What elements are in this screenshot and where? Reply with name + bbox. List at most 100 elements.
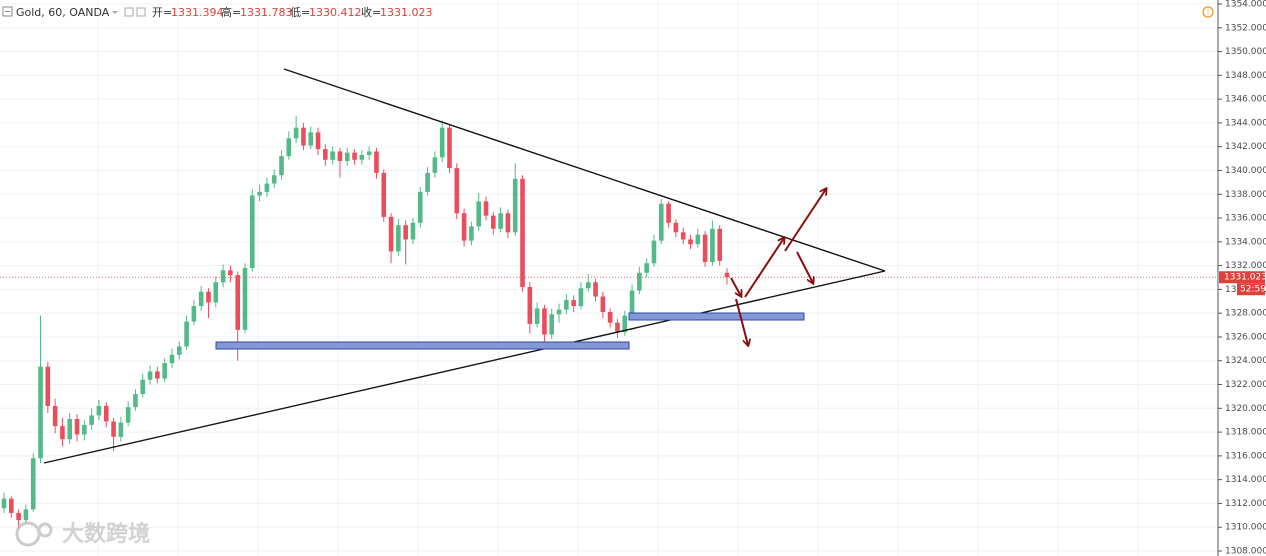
candle-body: [680, 232, 686, 240]
candle-body: [323, 149, 328, 160]
settings-icon[interactable]: [124, 7, 134, 17]
candle-body: [381, 172, 387, 217]
candle-body: [359, 155, 365, 160]
candle-body: [366, 151, 372, 156]
candle-body: [491, 215, 496, 229]
candle-body: [344, 152, 350, 161]
ohlc-label: 开=: [152, 6, 172, 19]
candle-body: [250, 195, 255, 268]
candle-body: [666, 203, 671, 223]
y-tick-label: 1312.000: [1225, 499, 1266, 509]
candle-body: [293, 127, 299, 139]
price-axis: 1308.000 1310.000 1312.000 1314.000 1316.000…: [1217, 0, 1266, 556]
y-tick-label: 1322.000: [1225, 380, 1266, 390]
candle-body: [717, 228, 722, 261]
y-tick-label: 1346.000: [1225, 95, 1266, 105]
symbol: Gold, 60, OANDA: [16, 6, 110, 19]
candle-body: [615, 322, 620, 333]
grid: [0, 0, 1218, 556]
arrow: [784, 189, 826, 252]
candle-body: [111, 421, 116, 437]
candle-body: [184, 321, 189, 347]
candle-body: [483, 201, 489, 216]
candle-body: [198, 291, 204, 307]
y-tick-label: 1308.000: [1225, 547, 1266, 556]
y-tick-label: 1326.000: [1225, 332, 1266, 342]
candle-body: [60, 426, 65, 440]
y-tick-label: 1316.000: [1225, 451, 1266, 461]
candle-body: [461, 213, 467, 241]
candle-body: [425, 172, 430, 192]
candle-body: [658, 203, 664, 241]
candle-body: [206, 291, 211, 303]
last-price-label: 1331.023: [1224, 273, 1266, 283]
y-tick-label: 1314.000: [1225, 475, 1266, 485]
candle-body: [352, 152, 357, 160]
candle-body: [600, 296, 606, 312]
y-tick-label: 1350.000: [1225, 47, 1266, 57]
dropdown[interactable]: [112, 11, 118, 14]
candle-body: [396, 225, 401, 252]
y-tick-label: 1348.000: [1225, 71, 1266, 81]
candle-body: [147, 371, 153, 380]
candle-body: [622, 315, 628, 333]
candle-body: [213, 282, 219, 303]
ohlc-label: 收=: [361, 5, 381, 19]
candle-body: [315, 132, 321, 150]
candle-body: [476, 201, 481, 227]
y-tick-label: 1340.000: [1225, 166, 1266, 176]
watermark: 大数跨境: [15, 521, 150, 547]
candle-body: [257, 191, 262, 196]
candle-body: [542, 308, 547, 335]
candle-body: [279, 156, 284, 176]
candle-body: [133, 394, 138, 408]
candle-body: [82, 424, 87, 435]
candle-body: [52, 405, 58, 427]
candle-body: [439, 127, 445, 158]
candle-body: [9, 498, 14, 513]
candle-body: [644, 263, 649, 273]
y-tick-label: 1318.000: [1225, 428, 1266, 438]
close-icon[interactable]: [136, 7, 146, 17]
candle-body: [191, 306, 197, 322]
candle-body: [337, 151, 343, 161]
arrow: [730, 277, 741, 296]
countdown: 52:59: [1240, 285, 1266, 295]
candle-body: [585, 282, 591, 289]
support-zone: [628, 312, 805, 321]
candle-body: [330, 151, 335, 160]
candle-body: [593, 282, 598, 297]
candle-body: [520, 178, 525, 288]
annotations: [43, 68, 886, 464]
watermark-text: 大数跨境: [62, 521, 150, 547]
candle-body: [527, 287, 533, 324]
candle-body: [673, 222, 679, 233]
collapse-icon[interactable]: [2, 6, 13, 17]
candle-body: [564, 300, 569, 310]
candle-body: [38, 366, 43, 459]
candle-body: [702, 234, 708, 263]
candle-body: [220, 270, 226, 283]
candle-body: [549, 314, 555, 335]
scenario-arrows: [730, 189, 826, 345]
candle-body: [637, 272, 642, 291]
alert-icon[interactable]: [1202, 6, 1214, 18]
arrow: [744, 238, 784, 298]
candle-body: [301, 127, 306, 146]
candle-body: [447, 127, 452, 169]
candle-body: [651, 240, 657, 264]
y-tick-label: 1334.000: [1225, 237, 1266, 247]
candle-body: [74, 419, 80, 435]
candle-body: [308, 132, 314, 146]
candle-body: [578, 288, 584, 307]
candle-body: [169, 354, 175, 364]
y-tick-label: 1354.000: [1225, 0, 1266, 10]
header: Gold, 60, OANDA ! 开=1331.394高=1331.783低=…: [2, 5, 1214, 19]
ohlc-value: 1331.394: [171, 6, 224, 19]
ohlc-value: 1331.783: [240, 6, 293, 19]
ohlc-value: 1331.023: [380, 6, 433, 19]
candle-body: [286, 138, 292, 157]
ohlc-value: 1330.412: [309, 6, 362, 19]
candle-body: [89, 415, 94, 425]
y-tick-label: 1338.000: [1225, 190, 1266, 200]
